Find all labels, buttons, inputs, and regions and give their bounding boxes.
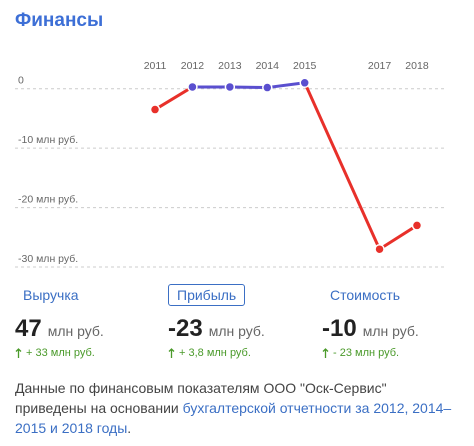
note-link[interactable]: бухгалтерской отчетности за 2012, 2014–2… bbox=[15, 400, 452, 436]
data-point bbox=[149, 104, 161, 115]
y-tick-label: -30 млн руб. bbox=[18, 253, 78, 265]
up-arrow bbox=[15, 348, 22, 358]
y-tick-label: 0 bbox=[18, 75, 24, 87]
metric-label: Прибыль bbox=[168, 284, 246, 306]
note: Данные по финансовым показателям ООО "Ос… bbox=[15, 378, 460, 438]
metric-tab[interactable]: Прибыль bbox=[168, 284, 246, 306]
x-tick-label: 2012 bbox=[181, 60, 205, 72]
data-point bbox=[262, 82, 273, 93]
metric-value-row: -23 млн руб. bbox=[168, 315, 265, 343]
metric-value-row: -10 млн руб. bbox=[322, 315, 419, 343]
note-end: . bbox=[127, 420, 132, 436]
metric-tab[interactable]: Выручка bbox=[23, 287, 79, 303]
up-arrow bbox=[322, 348, 329, 358]
y-tick-label: -20 млн руб. bbox=[18, 193, 78, 205]
y-tick-label: -10 млн руб. bbox=[18, 134, 78, 146]
x-tick-label: 2013 bbox=[218, 60, 242, 72]
x-tick-label: 2018 bbox=[405, 60, 429, 72]
widget-title: Финансы bbox=[15, 10, 104, 31]
note-text: Данные по финансовым показателям ООО "Ос… bbox=[15, 380, 387, 416]
up-arrow bbox=[168, 348, 175, 358]
data-point bbox=[374, 243, 385, 255]
metric-value: -23 bbox=[168, 315, 203, 342]
data-point bbox=[224, 81, 236, 93]
line-segment bbox=[153, 85, 194, 112]
chart: 0 -10 млн руб. -20 млн руб. -30 млн руб. 201… bbox=[15, 60, 445, 268]
metric-unit: млн руб. bbox=[47, 323, 104, 339]
line-segment bbox=[378, 223, 419, 251]
line-segment bbox=[265, 81, 307, 90]
data-point bbox=[299, 77, 310, 89]
line-segment bbox=[228, 85, 269, 90]
data-point bbox=[187, 81, 198, 93]
metric-value: -10 bbox=[322, 315, 357, 342]
metric-value-row: 47 млн руб. bbox=[15, 315, 104, 343]
metric-change-row: + 33 млн руб. bbox=[15, 347, 95, 359]
data-point bbox=[411, 220, 423, 231]
metric-change: - 23 млн руб. bbox=[333, 347, 400, 359]
metric-change: + 33 млн руб. bbox=[26, 347, 95, 359]
metric-change-row: - 23 млн руб. bbox=[322, 347, 399, 359]
metric-tab[interactable]: Стоимость bbox=[330, 287, 400, 303]
metric-change-row: + 3,8 млн руб. bbox=[168, 347, 251, 359]
x-tick-label: 2015 bbox=[293, 60, 317, 72]
x-tick-label: 2014 bbox=[256, 60, 280, 72]
metric-unit: млн руб. bbox=[208, 323, 265, 339]
line-segment bbox=[303, 81, 382, 251]
x-tick-label: 2011 bbox=[144, 60, 167, 72]
metric-value: 47 bbox=[15, 315, 42, 342]
metric-change: + 3,8 млн руб. bbox=[179, 347, 251, 359]
metric-label: Стоимость bbox=[330, 287, 401, 303]
metric-unit: млн руб. bbox=[362, 323, 419, 339]
metric-label: Выручка bbox=[23, 287, 79, 303]
x-tick-label: 2017 bbox=[368, 60, 392, 72]
